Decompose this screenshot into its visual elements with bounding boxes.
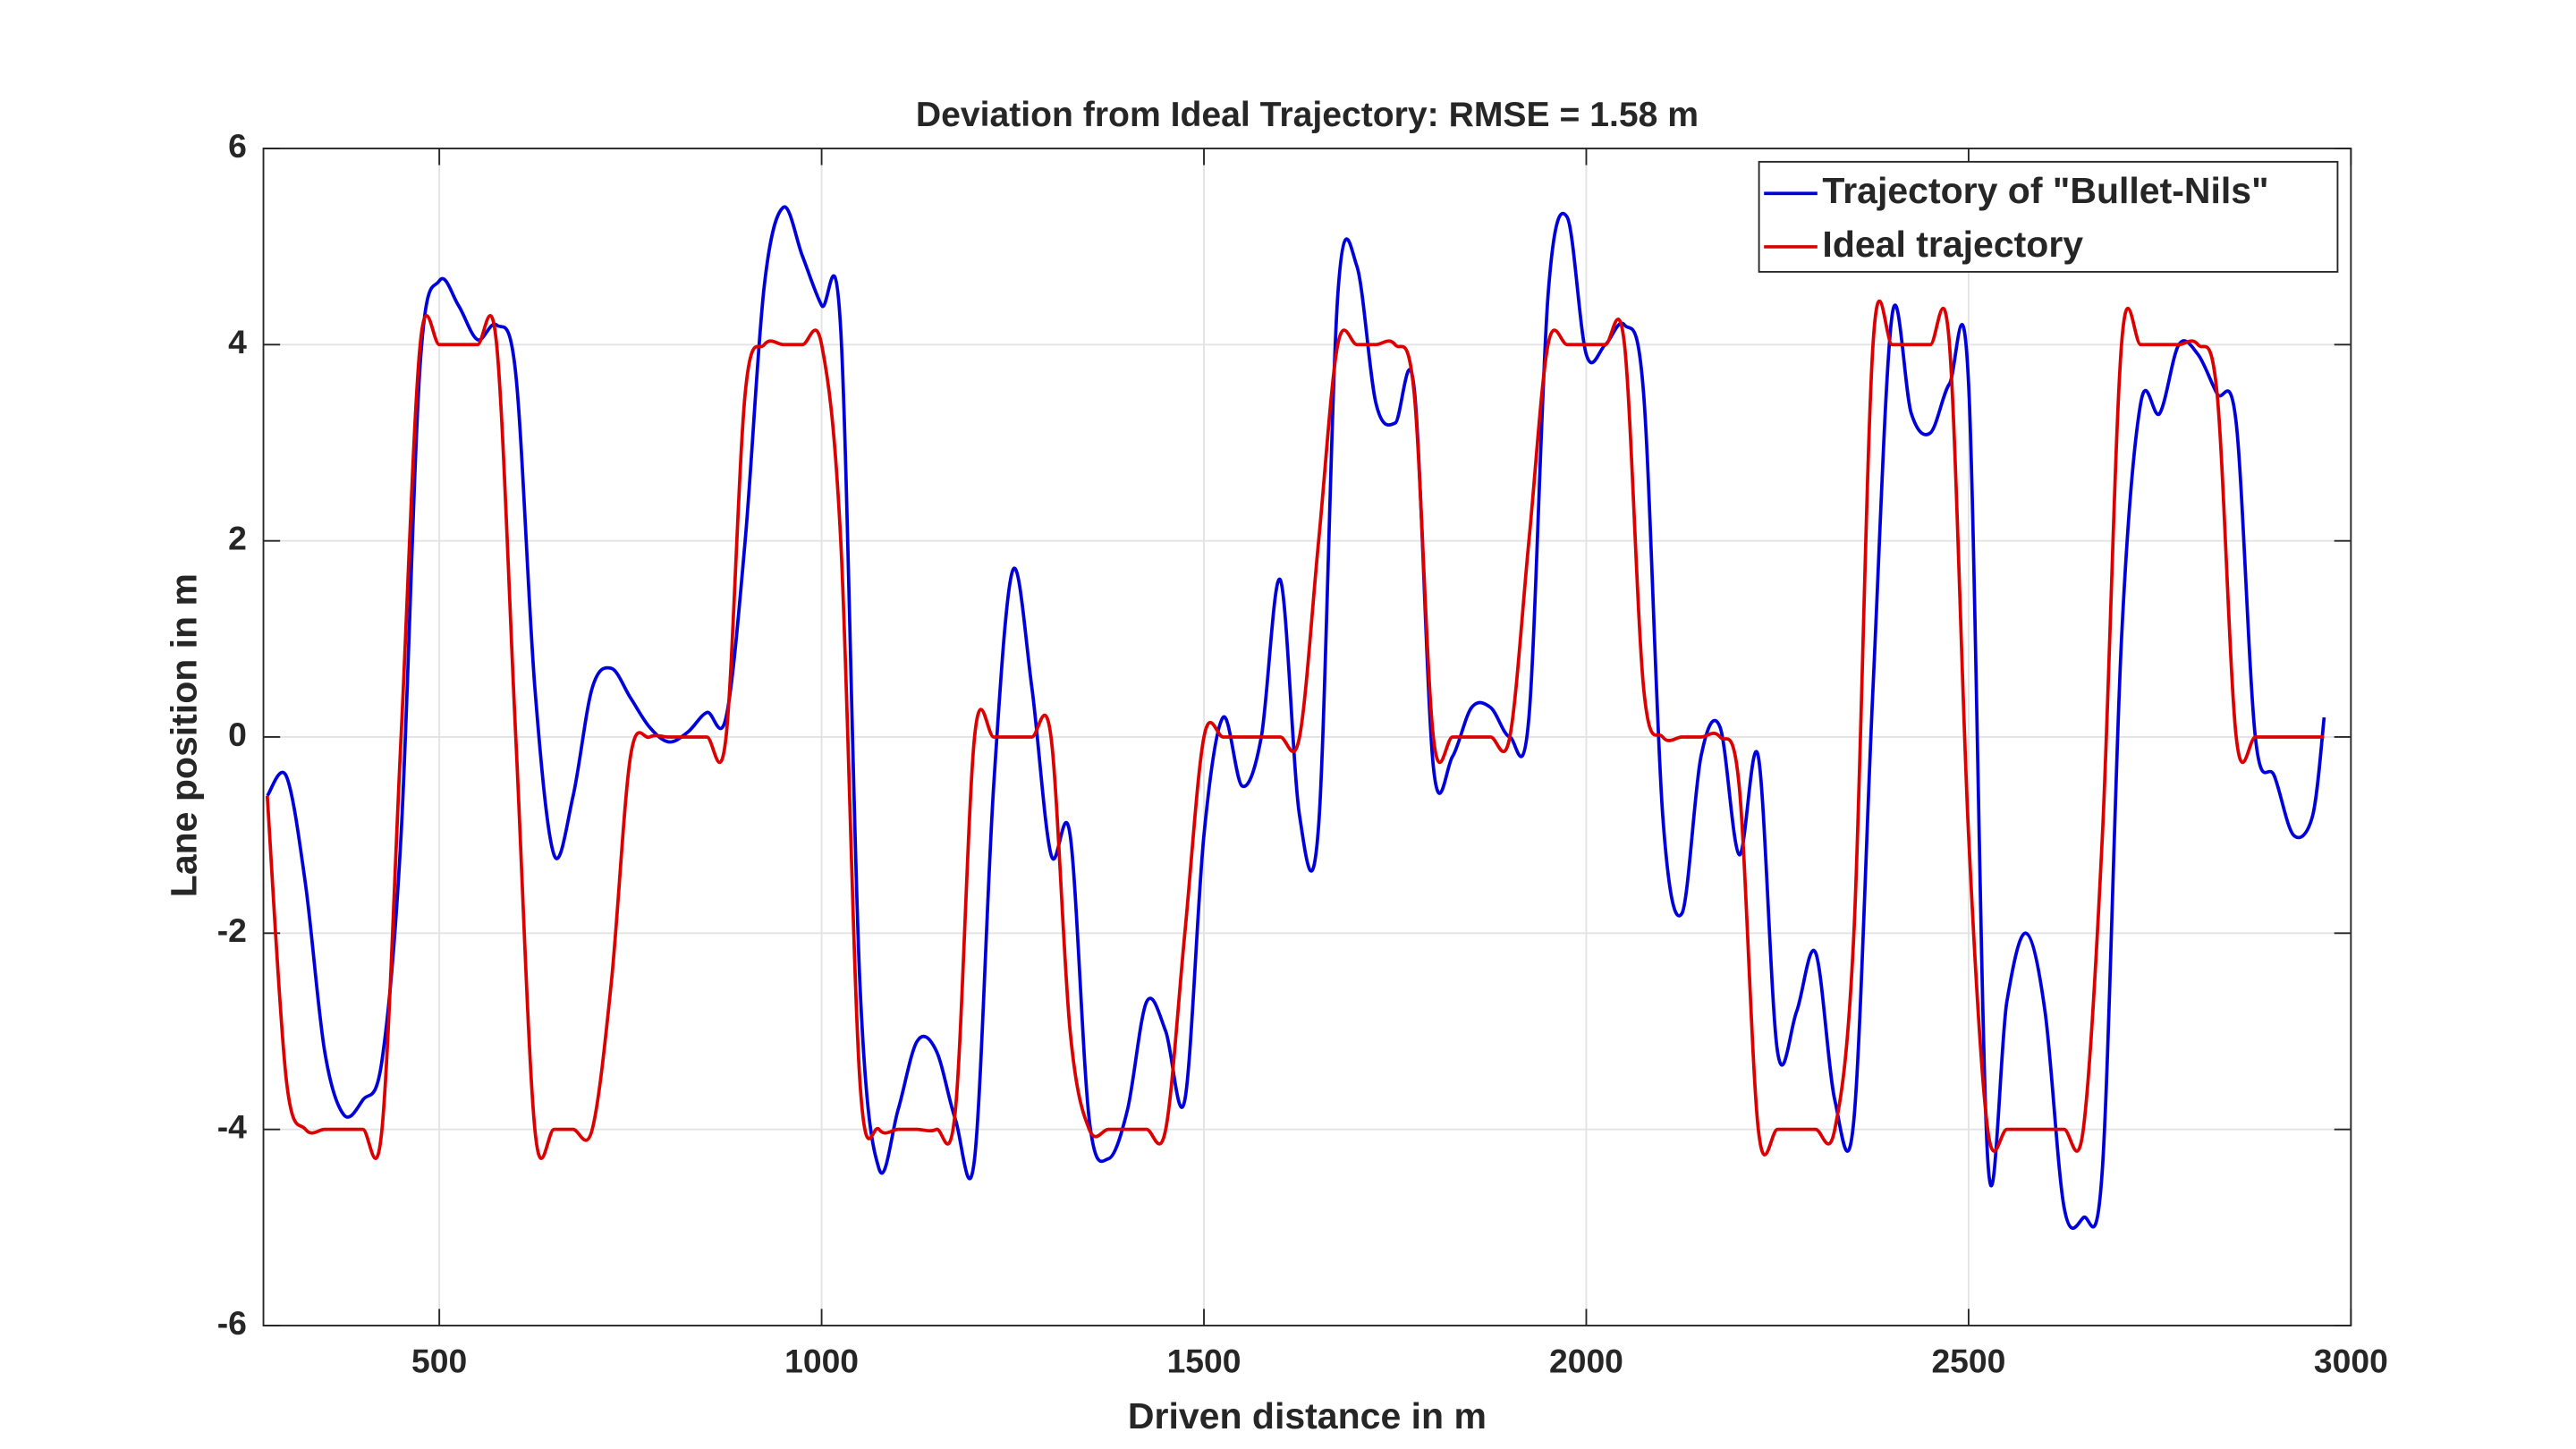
x-tick-label: 1500: [1167, 1343, 1241, 1380]
x-tick-label: 500: [411, 1343, 467, 1380]
x-tick-label: 1000: [784, 1343, 859, 1380]
series-line: [265, 299, 2325, 1160]
y-tick-label: -6: [217, 1304, 247, 1342]
plot-frame: [262, 148, 2352, 1326]
x-axis-label: Driven distance in m: [1128, 1395, 1487, 1436]
x-tick-label: 2500: [1931, 1343, 2005, 1380]
y-tick-label: 6: [228, 127, 247, 165]
y-axis-label: Lane position in m: [164, 573, 205, 897]
y-tick-label: -4: [217, 1108, 247, 1146]
y-tick-label: 2: [228, 519, 247, 556]
y-tick-label: 0: [228, 716, 247, 753]
y-tick-label: -2: [217, 911, 247, 949]
chart-title: Deviation from Ideal Trajectory: RMSE = …: [916, 96, 1699, 134]
legend-label: Ideal trajectory: [1822, 224, 2083, 265]
y-tick-label: 4: [228, 323, 247, 360]
legend-box: [1758, 160, 2339, 273]
x-tick-label: 2000: [1549, 1343, 1623, 1380]
legend-label: Trajectory of "Bullet-Nils": [1822, 170, 2268, 211]
x-tick-label: 3000: [2314, 1343, 2388, 1380]
